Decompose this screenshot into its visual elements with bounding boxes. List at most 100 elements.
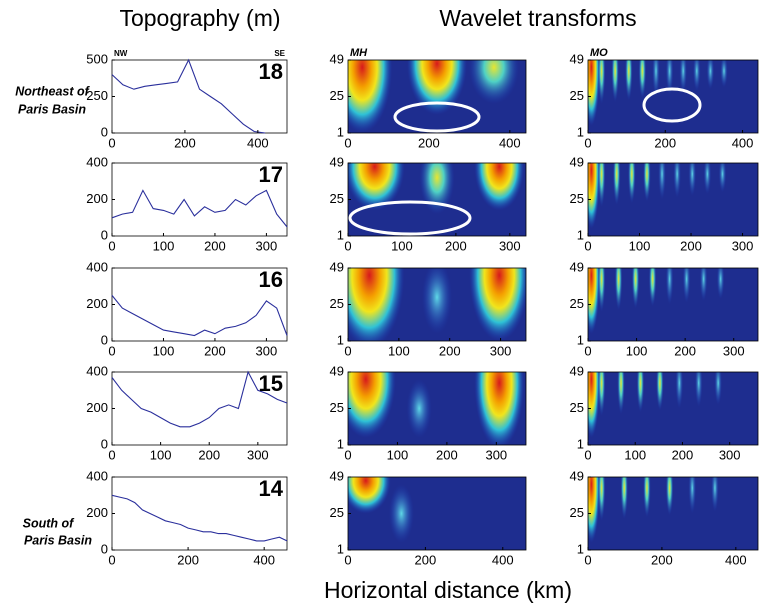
x-tick-label: 0 [584, 552, 591, 567]
y-tick-label: 49 [570, 259, 584, 274]
profile-number: 16 [259, 267, 283, 292]
wavelet-blob [474, 163, 525, 211]
x-tick-label: 200 [654, 135, 676, 150]
wavelet-blob [625, 60, 633, 101]
heatmap-image [348, 268, 526, 341]
y-tick-label: 0 [101, 541, 108, 556]
wavelet-blob [665, 477, 674, 516]
wavelet-blob [665, 60, 674, 95]
y-tick-label: 500 [86, 51, 108, 66]
x-tick-label: 300 [256, 343, 278, 358]
panel-title: MO [590, 47, 608, 59]
wavelet-blob [679, 60, 687, 93]
wavelet-blob [474, 372, 525, 445]
region-label: South of [23, 516, 76, 530]
y-tick-label: 25 [570, 296, 584, 311]
topography-line [111, 494, 288, 542]
y-tick-label: 25 [330, 505, 344, 520]
x-tick-label: 100 [388, 343, 410, 358]
heatmap-image [588, 163, 758, 236]
profile-number: 17 [259, 162, 283, 187]
heatmap-bg [588, 372, 758, 445]
se-label: SE [274, 49, 285, 58]
wavelet-blob [665, 268, 674, 305]
x-tick-label: 0 [584, 238, 591, 253]
y-tick-label: 25 [330, 296, 344, 311]
wavelet-blob [348, 477, 391, 514]
wavelet-blob [695, 372, 703, 407]
wavelet-blob [422, 268, 452, 334]
y-tick-label: 0 [101, 436, 108, 451]
wavelet-blob [588, 477, 600, 543]
x-tick-label: 400 [725, 552, 747, 567]
topography-line [111, 295, 288, 337]
wavelet-blob [597, 60, 606, 104]
y-tick-label: 49 [330, 468, 344, 483]
y-tick-label: 49 [570, 363, 584, 378]
nw-label: NW [114, 49, 128, 58]
x-tick-label: 200 [204, 343, 226, 358]
heatmap-image [588, 372, 758, 445]
heatmap-image [588, 60, 758, 133]
x-tick-label: 0 [584, 447, 591, 462]
wavelet-blob [614, 268, 623, 310]
region-label: Northeast of [15, 84, 90, 98]
wavelet-blob [714, 372, 722, 405]
x-tick-label: 200 [672, 447, 694, 462]
x-tick-label: 100 [150, 447, 172, 462]
wavelet-blob [720, 60, 728, 88]
x-tick-label: 0 [108, 552, 115, 567]
wavelet-blob [597, 477, 606, 521]
wavelet-blob [588, 60, 600, 126]
x-tick-label: 300 [256, 238, 278, 253]
heatmap [347, 162, 527, 237]
wavelet-blob [597, 372, 606, 416]
heatmap [587, 59, 759, 134]
panel-title: MH [350, 47, 368, 59]
wavelet-blob [348, 372, 396, 438]
wavelet-blob [711, 477, 719, 512]
y-tick-label: 25 [570, 400, 584, 415]
profile-number: 18 [259, 59, 283, 84]
x-tick-label: 300 [247, 447, 269, 462]
y-tick-label: 25 [570, 505, 584, 520]
wavelet-blob [620, 477, 629, 519]
wavelet-blob [388, 484, 414, 543]
x-tick-label: 0 [584, 343, 591, 358]
region-label: Paris Basin [18, 102, 86, 116]
x-tick-label: 300 [723, 343, 745, 358]
x-tick-label: 200 [204, 238, 226, 253]
x-tick-label: 200 [674, 343, 696, 358]
y-tick-label: 49 [570, 468, 584, 483]
wavelet-blob [693, 60, 701, 92]
x-tick-label: 0 [344, 135, 351, 150]
x-tick-label: 100 [626, 343, 648, 358]
wavelet-blob [706, 60, 715, 90]
heatmap [347, 476, 527, 551]
y-tick-label: 49 [330, 259, 344, 274]
x-tick-label: 0 [344, 552, 351, 567]
x-tick-label: 300 [485, 447, 507, 462]
y-tick-label: 0 [101, 227, 108, 242]
y-tick-label: 49 [570, 154, 584, 169]
highlight-ellipse [393, 101, 481, 133]
y-tick-label: 200 [86, 505, 108, 520]
x-tick-label: 100 [153, 343, 175, 358]
x-tick-label: 0 [108, 238, 115, 253]
heatmap-image [588, 477, 758, 550]
topography-title: Topography (m) [119, 5, 280, 31]
y-tick-label: 25 [570, 191, 584, 206]
y-tick-label: 400 [86, 259, 108, 274]
x-tick-label: 400 [247, 135, 269, 150]
region-label: Paris Basin [24, 533, 92, 547]
x-tick-label: 100 [391, 238, 413, 253]
wavelet-blob [675, 372, 684, 409]
x-tick-label: 0 [108, 135, 115, 150]
wavelet-blob [407, 60, 467, 115]
x-tick-label: 200 [436, 447, 458, 462]
wavelet-blob [638, 60, 647, 99]
y-tick-label: 1 [337, 436, 344, 451]
x-tick-label: 100 [624, 447, 646, 462]
y-tick-label: 49 [330, 154, 344, 169]
